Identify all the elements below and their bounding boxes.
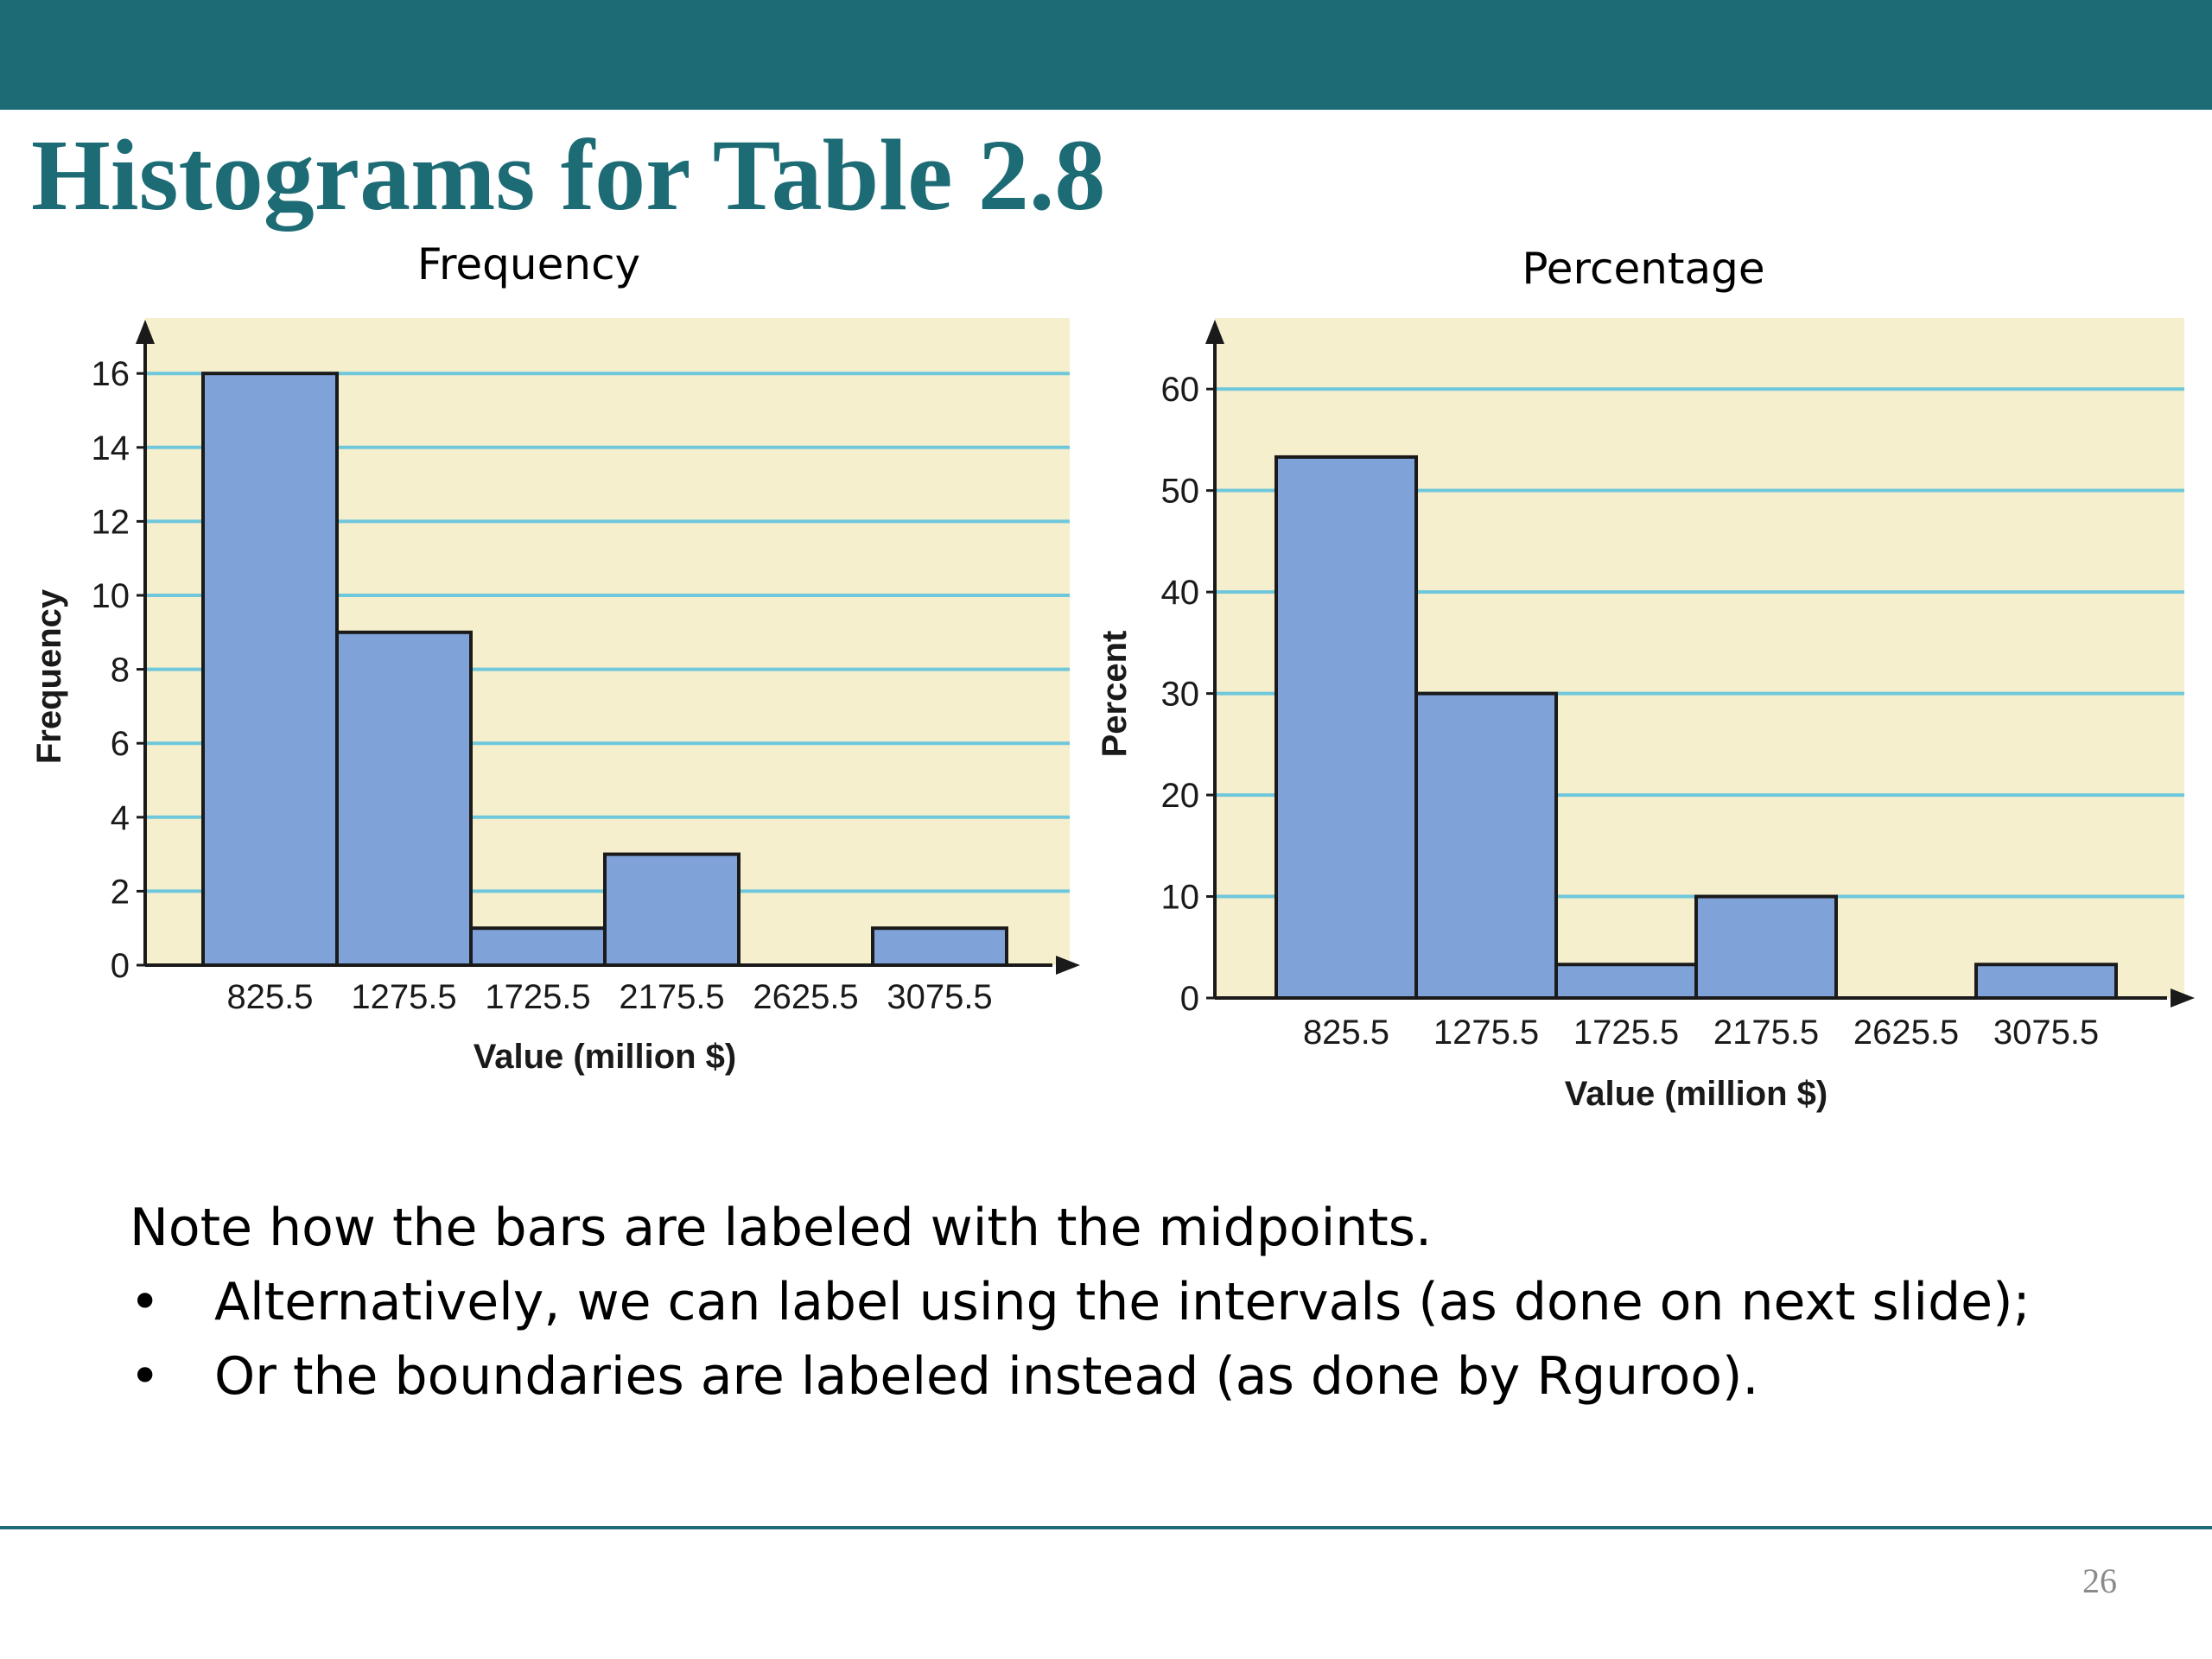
- y-tick-label: 30: [1161, 676, 1200, 714]
- frequency-histogram: Frequency Value (million $) Frequency 0 2…: [30, 239, 1080, 1076]
- note-bullet-1: • Alternatively, we can label using the …: [130, 1265, 2117, 1339]
- chart-title: Percentage: [1522, 244, 1764, 294]
- bullet-text: Alternatively, we can label using the in…: [214, 1272, 2031, 1332]
- y-tick-label: 12: [92, 503, 130, 541]
- x-tick-label: 2175.5: [1713, 1014, 1819, 1052]
- y-tick-label: 4: [111, 799, 130, 837]
- y-tick-label: 16: [92, 355, 130, 393]
- y-axis-arrow: [136, 320, 155, 344]
- header-band: [0, 0, 2212, 110]
- y-tick-label: 14: [92, 429, 130, 467]
- bullet-marker: •: [130, 1272, 161, 1332]
- y-tick-label: 0: [1180, 980, 1199, 1018]
- y-tick-label: 60: [1161, 371, 1200, 409]
- x-axis-label: Value (million $): [474, 1038, 737, 1076]
- chart-title: Frequency: [417, 239, 640, 289]
- x-tick-label: 825.5: [1303, 1014, 1389, 1052]
- y-tick-label: 6: [111, 725, 130, 763]
- y-tick-label: 50: [1161, 473, 1200, 511]
- x-axis-arrow: [2171, 988, 2195, 1007]
- x-tick-label: 1725.5: [485, 978, 590, 1016]
- x-tick-label: 3075.5: [887, 978, 992, 1016]
- x-axis-arrow: [1056, 956, 1080, 975]
- y-tick-label: 0: [111, 947, 130, 985]
- bar: [1414, 691, 1558, 1000]
- bar: [469, 926, 607, 967]
- footer-rule: [0, 1526, 2212, 1529]
- page-number: 26: [2082, 1561, 2117, 1600]
- bar: [1274, 454, 1418, 1000]
- y-axis-label: Frequency: [30, 588, 68, 764]
- x-tick-label: 1275.5: [1433, 1014, 1539, 1052]
- percentage-histogram: Percentage Value (million $) Percent 0 10…: [1096, 244, 2195, 1113]
- x-tick-label: 2625.5: [1853, 1014, 1959, 1052]
- slide-title: Histograms for Table 2.8: [31, 118, 1106, 232]
- bar: [1554, 963, 1698, 1000]
- x-tick-label: 2175.5: [619, 978, 724, 1016]
- x-tick-label: 3075.5: [1993, 1014, 2099, 1052]
- y-axis-arrow: [1205, 320, 1224, 344]
- y-tick-label: 10: [92, 577, 130, 615]
- bar: [871, 926, 1008, 967]
- y-axis-label: Percent: [1096, 631, 1134, 758]
- note-main: Note how the bars are labeled with the m…: [130, 1198, 1433, 1258]
- y-tick-label: 8: [111, 652, 130, 690]
- y-tick-label: 40: [1161, 574, 1200, 612]
- y-tick-label: 2: [111, 873, 130, 911]
- bar: [335, 630, 473, 967]
- x-tick-label: 2625.5: [753, 978, 858, 1016]
- x-tick-label: 1725.5: [1573, 1014, 1679, 1052]
- bar: [1694, 894, 1838, 1001]
- y-tick-label: 20: [1161, 777, 1200, 815]
- bar: [603, 852, 741, 967]
- notes: Note how the bars are labeled with the m…: [130, 1191, 2117, 1414]
- x-axis-label: Value (million $): [1565, 1075, 1828, 1113]
- bar: [201, 372, 339, 967]
- x-tick-label: 825.5: [226, 978, 313, 1016]
- bullet-marker: •: [130, 1346, 161, 1407]
- y-tick-label: 10: [1161, 879, 1200, 917]
- bar: [1974, 963, 2118, 1000]
- note-bullet-2: • Or the boundaries are labeled instead …: [130, 1339, 2117, 1414]
- x-tick-label: 1275.5: [351, 978, 456, 1016]
- bullet-text: Or the boundaries are labeled instead (a…: [214, 1346, 1759, 1407]
